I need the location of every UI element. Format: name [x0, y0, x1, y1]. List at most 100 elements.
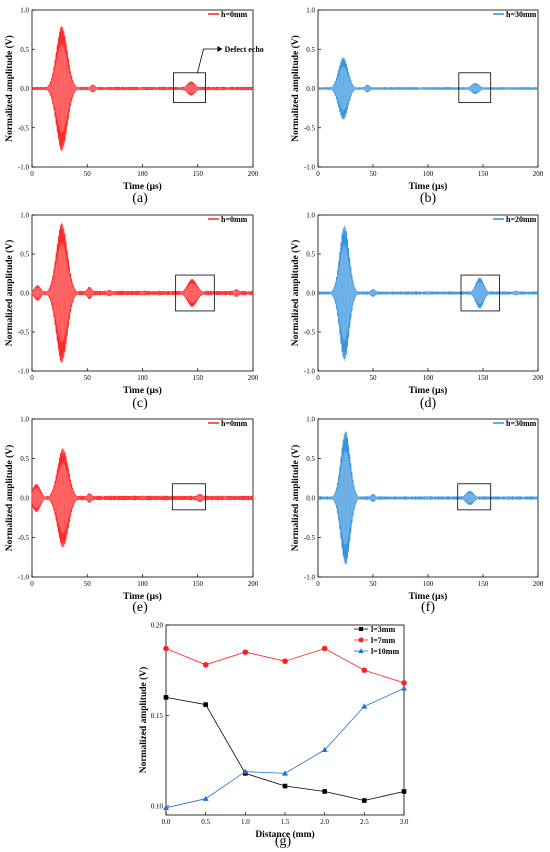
annotation-arrow [197, 48, 218, 73]
y-tick-label: -0.5 [304, 329, 316, 337]
y-tick-label: -1.0 [304, 368, 316, 376]
x-tick-label: 50 [370, 580, 378, 588]
chart-panel-e: 0 50 100 150 200 -1.0 -0.5 0.0 0.5 1.0 Time (μs) No… [4, 416, 259, 616]
waveform-texture [318, 451, 538, 546]
y-tick-label: 0.0 [20, 85, 29, 93]
y-tick-label: 0.0 [306, 85, 315, 93]
x-axis-label: Time (μs) [409, 385, 448, 396]
defect-echo-box [460, 274, 500, 312]
y-axis-label: Normalized amplitude (V) [138, 667, 149, 774]
y-tick-label: -1.0 [304, 574, 316, 582]
x-tick-label: 150 [193, 170, 204, 178]
y-tick-label: -1.0 [304, 164, 316, 172]
y-tick-label: 1.0 [20, 7, 29, 15]
y-tick-label: -0.5 [18, 124, 30, 132]
x-tick-label: 0 [30, 170, 34, 178]
waveform-signal [31, 25, 254, 152]
panel-caption: (g) [275, 834, 292, 849]
panel-caption: (e) [132, 600, 148, 615]
data-point-square [322, 789, 327, 794]
panel-caption: (c) [132, 396, 148, 411]
defect-echo-box [171, 483, 206, 511]
annotation-arrowhead [217, 46, 223, 52]
waveform-texture [31, 243, 253, 343]
x-tick-label: 0.5 [201, 818, 210, 826]
y-tick-label: 0.0 [20, 290, 29, 298]
legend-label: l=10mm [371, 647, 399, 656]
legend-label: h=0mm [221, 215, 248, 224]
data-point-triangle [242, 768, 249, 774]
chart-panel-c: 0 50 100 150 200 -1.0 -0.5 0.0 0.5 1.0 Time (μs) No… [4, 212, 259, 412]
data-point-triangle [163, 804, 169, 810]
annotation-label: Defect echo [224, 45, 263, 54]
data-point-triangle [321, 746, 328, 753]
x-tick-label: 200 [248, 374, 259, 382]
x-tick-label: 100 [423, 374, 434, 382]
x-tick-label: 150 [193, 580, 204, 588]
defect-echo-box [458, 72, 492, 104]
x-tick-label: 0 [316, 580, 320, 588]
y-tick-label: 1.0 [306, 7, 315, 15]
data-point-square [163, 695, 169, 700]
panel-caption: (a) [132, 191, 148, 206]
x-axis-label: Distance (mm) [255, 829, 314, 840]
x-tick-label: 0 [316, 374, 320, 382]
data-point-triangle [202, 795, 209, 801]
y-tick-label: -0.5 [18, 534, 30, 542]
x-tick-label: 200 [533, 374, 544, 382]
data-point-circle [401, 680, 407, 686]
y-tick-label: 1.0 [20, 416, 29, 424]
series-line-1 [165, 648, 405, 684]
series-line-2 [165, 687, 405, 809]
legend-label: l=3mm [371, 625, 395, 634]
x-axis-label: Time (μs) [409, 591, 448, 602]
y-tick-label: 0.0 [306, 290, 315, 298]
waveform-signal [31, 223, 254, 363]
legend-label: h=30mm [506, 419, 537, 428]
x-tick-label: 0.0 [162, 818, 171, 826]
chart-panel-b: 0 50 100 150 200 -1.0 -0.5 0.0 0.5 1.0 Time (μs) No… [290, 7, 544, 207]
x-tick-label: 200 [533, 580, 544, 588]
x-tick-label: 50 [370, 170, 378, 178]
x-tick-label: 1.5 [281, 818, 290, 826]
y-tick-label: 0.0 [20, 495, 29, 503]
y-axis-label: Normalized amplitude (V) [4, 445, 15, 552]
chart-panel-f: 0 50 100 150 200 -1.0 -0.5 0.0 0.5 1.0 Time (μs) No… [290, 416, 544, 616]
y-axis-label: Normalized amplitude (V) [4, 240, 15, 347]
data-point-circle [163, 645, 169, 652]
y-tick-label: 0.0 [306, 495, 315, 503]
y-tick-label: -0.5 [304, 124, 316, 132]
y-tick-label: 1.0 [20, 212, 29, 220]
y-tick-label: 1.0 [306, 212, 315, 220]
data-point-triangle [401, 685, 407, 691]
x-tick-label: 150 [478, 170, 489, 178]
y-tick-label: 0.5 [306, 46, 315, 54]
data-point-triangle [361, 703, 368, 709]
legend-marker [358, 637, 364, 643]
waveform-texture [318, 245, 538, 341]
y-axis-label: Normalized amplitude (V) [290, 35, 301, 142]
x-tick-label: 150 [478, 374, 489, 382]
data-point-square [203, 702, 208, 707]
data-point-square [282, 783, 288, 789]
data-point-square [401, 789, 407, 794]
legend-label: h=0mm [221, 10, 248, 19]
panel-caption: (b) [420, 191, 437, 206]
data-point-circle [282, 658, 288, 664]
waveform-texture [31, 463, 253, 533]
x-tick-label: 2.5 [360, 818, 369, 826]
x-tick-label: 0 [316, 170, 320, 178]
y-axis-label: Normalized amplitude (V) [4, 35, 15, 142]
y-tick-label: 0.5 [20, 455, 29, 463]
x-axis-label: Time (μs) [123, 181, 162, 192]
x-tick-label: 1.0 [241, 818, 250, 826]
y-tick-label: 0.5 [306, 455, 315, 463]
x-tick-label: 200 [248, 580, 259, 588]
y-tick-label: -1.0 [18, 368, 30, 376]
x-tick-label: 100 [137, 170, 148, 178]
legend-marker [359, 627, 363, 631]
x-tick-label: 0 [30, 580, 34, 588]
legend-label: h=0mm [221, 419, 248, 428]
x-axis-label: Time (μs) [123, 591, 162, 602]
